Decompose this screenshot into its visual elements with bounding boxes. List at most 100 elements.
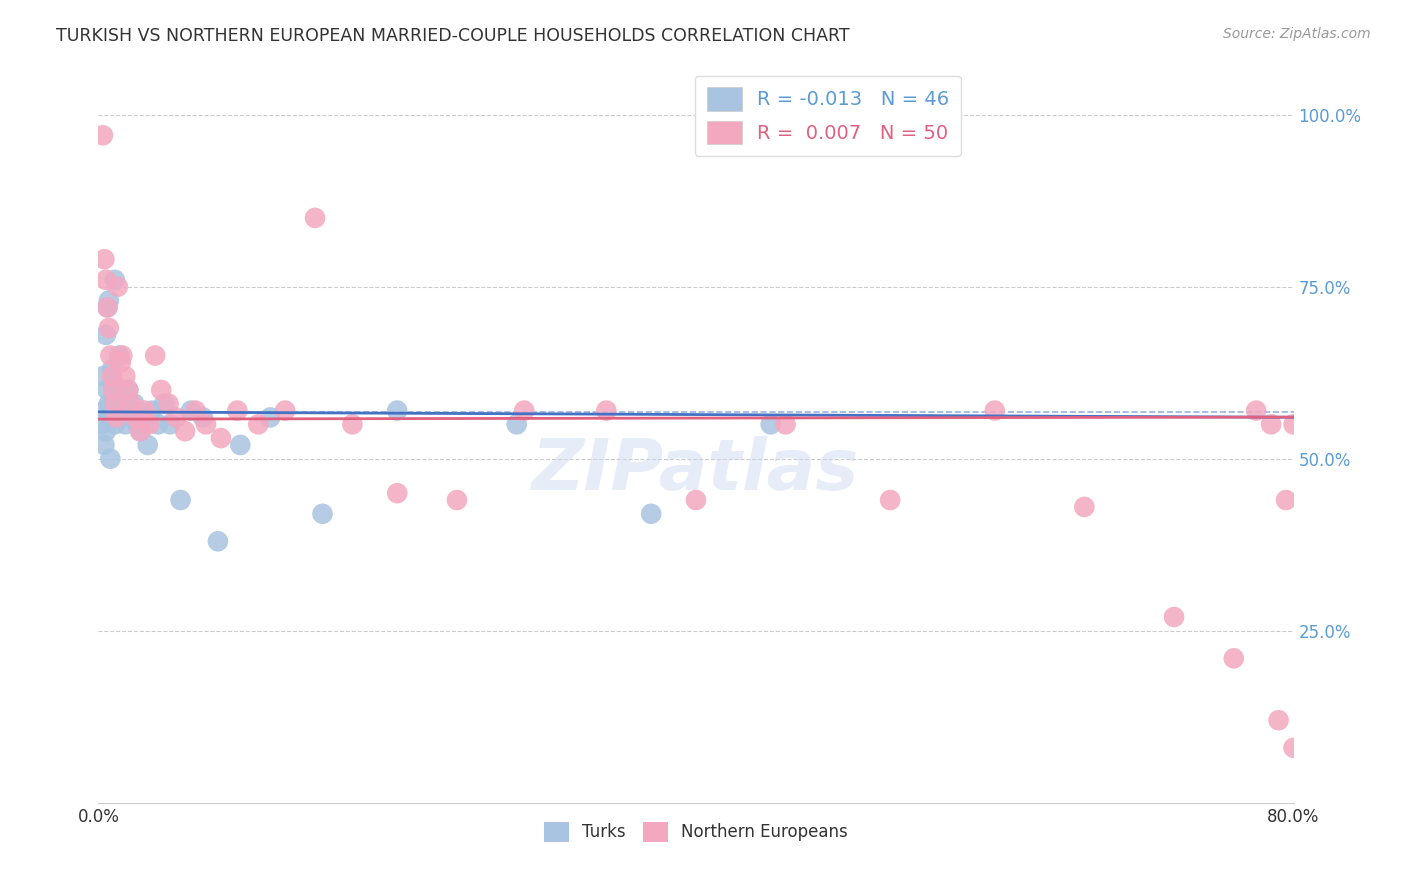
Point (98, 451, 122, 466)
Point (259, 410, 281, 425)
Legend: Turks, Northern Europeans: Turks, Northern Europeans (537, 815, 855, 848)
Point (103, 390, 125, 404)
Point (247, 417, 270, 432)
Point (685, 493, 707, 508)
Point (446, 493, 468, 508)
Point (1282, 417, 1305, 432)
Point (96, 301, 118, 315)
Point (513, 403, 536, 417)
Point (97, 293, 120, 308)
Point (1163, 610, 1185, 624)
Point (107, 279, 129, 293)
Point (114, 369, 136, 384)
Point (104, 397, 127, 411)
Point (117, 383, 139, 397)
Point (157, 397, 180, 411)
Point (129, 424, 152, 438)
Point (104, 273, 127, 287)
Point (93, 252, 115, 267)
Point (229, 438, 252, 452)
Point (184, 403, 207, 417)
Point (93, 403, 115, 417)
Point (141, 403, 163, 417)
Point (94, 273, 117, 287)
Point (127, 417, 149, 432)
Point (97, 321, 120, 335)
Point (506, 417, 529, 432)
Point (97, 397, 120, 411)
Point (101, 403, 124, 417)
Point (1073, 500, 1095, 514)
Point (90, 417, 112, 432)
Point (101, 369, 124, 384)
Point (91, 369, 114, 384)
Point (103, 383, 125, 397)
Point (1282, 740, 1305, 755)
Text: ZIPatlas: ZIPatlas (533, 436, 859, 505)
Point (124, 397, 146, 411)
Point (101, 362, 124, 376)
Point (1260, 417, 1282, 432)
Point (195, 417, 218, 432)
Text: Source: ZipAtlas.com: Source: ZipAtlas.com (1223, 27, 1371, 41)
Point (1223, 651, 1246, 665)
Point (165, 410, 187, 425)
Point (385, 403, 409, 417)
Point (129, 424, 152, 438)
Point (94, 424, 117, 438)
Point (143, 349, 166, 363)
Point (385, 486, 409, 500)
Point (93, 438, 115, 452)
Point (94, 327, 117, 342)
Point (640, 507, 662, 521)
Point (169, 493, 191, 508)
Point (91, 128, 114, 143)
Point (153, 397, 176, 411)
Text: TURKISH VS NORTHERN EUROPEAN MARRIED-COUPLE HOUSEHOLDS CORRELATION CHART: TURKISH VS NORTHERN EUROPEAN MARRIED-COU… (56, 27, 849, 45)
Point (148, 417, 170, 432)
Point (150, 383, 173, 397)
Point (98, 349, 122, 363)
Point (304, 211, 326, 225)
Point (110, 410, 132, 425)
Point (274, 403, 297, 417)
Point (117, 383, 139, 397)
Point (207, 534, 229, 549)
Point (96, 301, 118, 315)
Point (105, 410, 128, 425)
Point (191, 410, 214, 425)
Point (1267, 713, 1289, 727)
Point (103, 376, 125, 390)
Point (107, 383, 129, 397)
Point (114, 417, 136, 432)
Point (595, 403, 617, 417)
Point (311, 507, 333, 521)
Point (879, 493, 901, 508)
Point (180, 403, 202, 417)
Point (174, 424, 197, 438)
Point (105, 397, 128, 411)
Point (108, 349, 131, 363)
Point (984, 403, 1007, 417)
Point (96, 383, 118, 397)
Point (110, 355, 132, 369)
Point (120, 403, 142, 417)
Point (132, 410, 155, 425)
Point (775, 417, 797, 432)
Point (226, 403, 249, 417)
Point (759, 417, 782, 432)
Point (159, 417, 181, 432)
Point (104, 417, 127, 432)
Point (138, 417, 160, 432)
Point (136, 438, 159, 452)
Point (98, 410, 122, 425)
Point (120, 397, 142, 411)
Point (209, 431, 232, 445)
Point (1244, 403, 1267, 417)
Point (134, 403, 156, 417)
Point (342, 417, 364, 432)
Point (111, 397, 134, 411)
Point (1275, 493, 1298, 508)
Point (125, 410, 148, 425)
Point (111, 349, 134, 363)
